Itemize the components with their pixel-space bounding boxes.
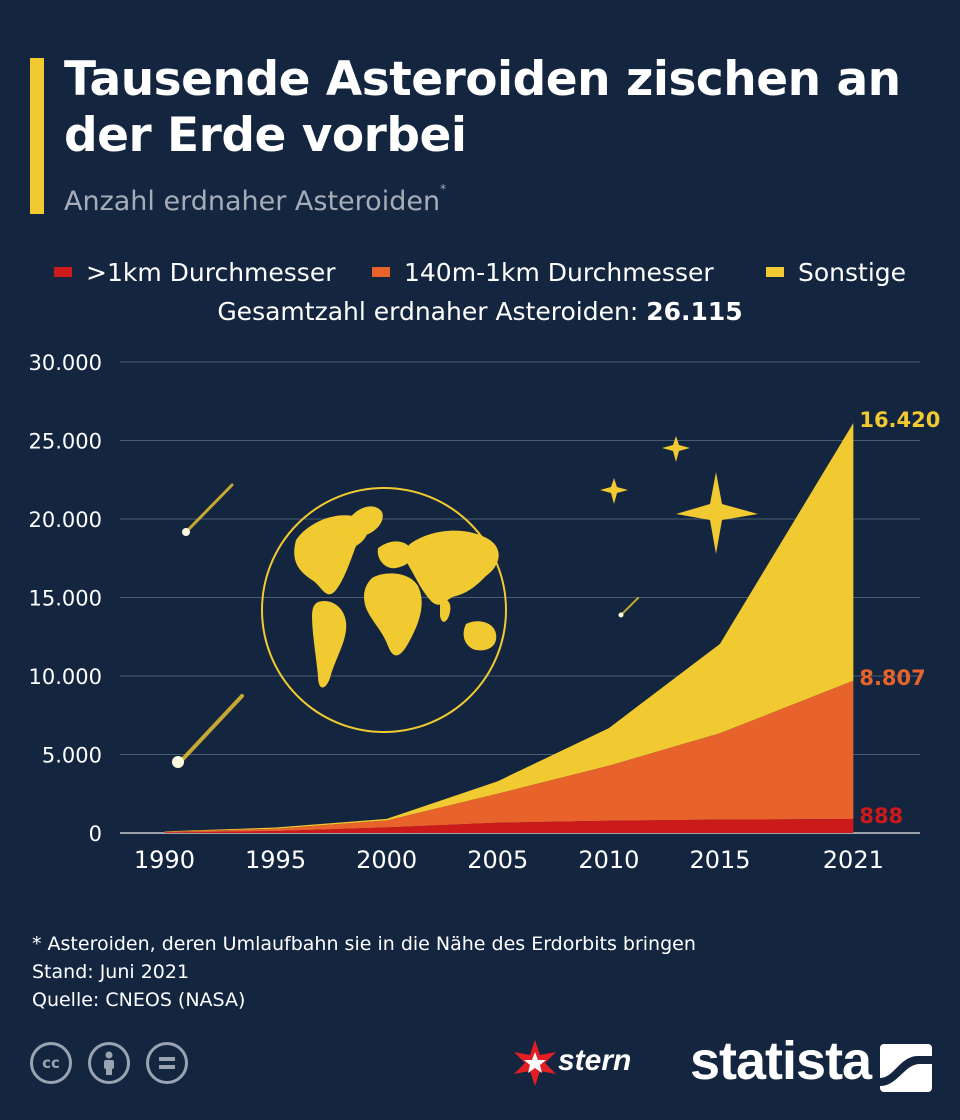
x-tick-label: 2021 xyxy=(823,846,884,874)
end-label: 888 xyxy=(859,804,903,828)
total-value: 26.115 xyxy=(646,297,743,326)
statista-mark-icon xyxy=(880,1044,932,1092)
legend-swatch-large xyxy=(54,267,72,277)
svg-text:cc: cc xyxy=(42,1054,60,1072)
area-series xyxy=(164,422,854,833)
subtitle-text: Anzahl erdnaher Asteroiden xyxy=(64,186,441,217)
chart-subtitle: Anzahl erdnaher Asteroiden* xyxy=(64,182,446,217)
y-axis-ticks: 0 5.000 10.000 15.000 20.000 25.000 30.000 xyxy=(29,351,102,846)
end-value-labels: 16.420 8.807 888 xyxy=(859,408,940,828)
legend-label-large: >1km Durchmesser xyxy=(86,258,336,287)
y-tick-label: 0 xyxy=(89,822,102,846)
legend-swatch-medium xyxy=(372,267,390,277)
end-label: 8.807 xyxy=(859,666,925,690)
subtitle-footnote-marker: * xyxy=(440,182,447,196)
source-note: Quelle: CNEOS (NASA) xyxy=(32,989,246,1011)
legend-swatch-other xyxy=(766,267,784,277)
y-tick-label: 10.000 xyxy=(29,665,102,689)
legend-label-other: Sonstige xyxy=(798,258,907,287)
stern-wordmark: stern xyxy=(558,1044,632,1077)
y-tick-label: 30.000 xyxy=(29,351,102,375)
star-icon xyxy=(600,436,758,554)
end-label: 16.420 xyxy=(859,408,940,432)
legend-item-other: Sonstige xyxy=(766,258,906,287)
statista-logo[interactable]: statista xyxy=(690,1030,935,1100)
x-tick-label: 2000 xyxy=(356,846,417,874)
x-tick-label: 2005 xyxy=(467,846,528,874)
cc-icon[interactable]: cc xyxy=(30,1042,72,1084)
area-large xyxy=(164,819,854,833)
total-label: Gesamtzahl erdnaher Asteroiden: xyxy=(217,297,639,326)
x-axis-ticks: 1990 1995 2000 2005 2010 2015 2021 xyxy=(134,846,884,874)
x-tick-label: 1995 xyxy=(245,846,306,874)
attribution-icon[interactable] xyxy=(88,1042,130,1084)
meteor-icon xyxy=(172,483,639,768)
legend-item-large: >1km Durchmesser xyxy=(54,258,336,287)
footnote: * Asteroiden, deren Umlaufbahn sie in di… xyxy=(32,933,696,955)
x-tick-label: 1990 xyxy=(134,846,195,874)
legend-label-medium: 140m-1km Durchmesser xyxy=(404,258,714,287)
stern-logo[interactable]: stern xyxy=(512,1038,652,1088)
y-tick-label: 25.000 xyxy=(29,430,102,454)
legend-item-medium: 140m-1km Durchmesser xyxy=(372,258,714,287)
globe-icon xyxy=(261,487,507,733)
y-tick-label: 5.000 xyxy=(42,744,102,768)
statista-wordmark: statista xyxy=(690,1031,872,1091)
y-tick-label: 15.000 xyxy=(29,587,102,611)
chart-title: Tausende Asteroiden zischen an der Erde … xyxy=(64,52,901,163)
notes: * Asteroiden, deren Umlaufbahn sie in di… xyxy=(32,930,696,1014)
total-line: Gesamtzahl erdnaher Asteroiden: 26.115 xyxy=(0,297,960,326)
stern-star-icon xyxy=(514,1040,556,1086)
area-medium xyxy=(164,680,854,833)
area-other xyxy=(164,422,854,832)
x-tick-label: 2015 xyxy=(689,846,750,874)
x-tick-label: 2010 xyxy=(578,846,639,874)
y-tick-label: 20.000 xyxy=(29,508,102,532)
date-note: Stand: Juni 2021 xyxy=(32,961,190,983)
title-accent-bar xyxy=(30,58,44,214)
no-derivatives-icon[interactable] xyxy=(146,1042,188,1084)
asteroid-area-chart: 0 5.000 10.000 15.000 20.000 25.000 30.000 199… xyxy=(29,351,941,874)
